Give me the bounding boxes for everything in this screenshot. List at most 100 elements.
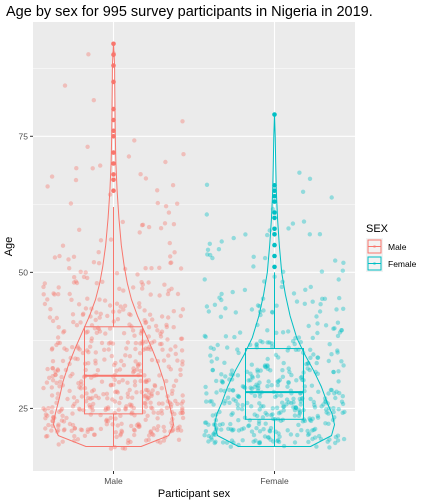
data-point-male (112, 362, 117, 368)
data-point-male (68, 374, 73, 379)
data-point-male (132, 383, 138, 388)
data-point-male (160, 347, 165, 352)
data-point-female (229, 427, 234, 432)
data-point-male (85, 429, 90, 434)
data-point-male (180, 407, 185, 413)
data-point-male (103, 331, 108, 336)
data-point-female (261, 427, 266, 432)
data-point-male (41, 406, 46, 411)
data-point-female (312, 405, 318, 410)
data-point-female (311, 427, 317, 433)
data-point-female (270, 310, 275, 315)
data-point-female (274, 303, 279, 308)
data-point-female (210, 413, 215, 418)
data-point-female (219, 427, 224, 432)
outlier-male (111, 172, 116, 177)
data-point-male (88, 344, 93, 349)
data-point-female (281, 360, 286, 366)
data-point-male (148, 400, 153, 405)
data-point-male (164, 322, 169, 328)
data-point-female (220, 421, 225, 427)
data-point-female (255, 303, 261, 308)
data-point-female (256, 419, 262, 424)
data-point-male (168, 367, 173, 372)
data-point-female (332, 326, 337, 331)
data-point-male (98, 426, 104, 432)
data-point-male (143, 320, 149, 325)
data-point-female (231, 397, 236, 402)
data-point-male (85, 329, 90, 334)
data-point-female (277, 434, 282, 439)
data-point-male (143, 339, 149, 344)
y-tick-label: 50 (19, 267, 29, 277)
data-point-male (168, 254, 173, 259)
data-point-female (268, 425, 274, 431)
data-point-female (307, 176, 313, 181)
data-point-female (218, 388, 224, 393)
data-point-female (300, 419, 306, 424)
data-point-male (93, 361, 98, 366)
data-point-female (212, 302, 218, 307)
data-point-female (312, 402, 317, 408)
data-point-female (249, 404, 254, 409)
data-point-male (74, 323, 80, 328)
data-point-female (258, 338, 263, 344)
data-point-female (315, 321, 320, 326)
data-point-male (166, 353, 171, 358)
data-point-female (285, 384, 290, 389)
data-point-male (53, 369, 58, 374)
data-point-female (288, 432, 294, 437)
data-point-female (297, 170, 302, 175)
data-point-female (202, 433, 207, 438)
y-axis-title: Age (3, 237, 15, 257)
data-point-male (134, 423, 140, 428)
data-point-male (94, 281, 100, 286)
data-point-female (315, 415, 321, 420)
data-point-female (265, 232, 270, 238)
outlier-male (111, 41, 116, 47)
data-point-male (90, 408, 95, 413)
data-point-female (336, 277, 341, 282)
data-point-female (236, 394, 242, 399)
data-point-female (251, 439, 256, 444)
data-point-female (265, 356, 270, 362)
data-point-female (239, 407, 245, 412)
data-point-male (59, 406, 65, 412)
data-point-female (235, 402, 240, 407)
data-point-male (55, 391, 61, 396)
data-point-male (72, 275, 77, 280)
data-point-male (67, 388, 72, 394)
data-point-male (46, 406, 51, 411)
data-point-female (309, 383, 315, 388)
data-point-male (178, 367, 183, 372)
data-point-female (339, 359, 344, 364)
data-point-female (326, 421, 331, 426)
data-point-male (64, 347, 69, 353)
data-point-female (222, 401, 227, 406)
data-point-male (53, 372, 58, 378)
data-point-female (335, 350, 340, 355)
data-point-male (70, 411, 75, 416)
data-point-male (128, 439, 133, 445)
data-point-male (121, 331, 127, 336)
data-point-male (130, 328, 136, 333)
data-point-male (59, 374, 64, 380)
data-point-male (175, 428, 180, 433)
data-point-male (61, 428, 67, 433)
data-point-female (292, 413, 298, 418)
data-point-male (77, 227, 82, 232)
data-point-female (257, 440, 262, 446)
data-point-male (71, 395, 77, 400)
data-point-female (260, 415, 266, 420)
data-point-female (248, 378, 253, 383)
data-point-male (45, 413, 50, 418)
data-point-female (313, 426, 318, 432)
data-point-male (92, 432, 97, 437)
data-point-male (86, 52, 91, 57)
data-point-male (145, 413, 150, 418)
data-point-male (83, 306, 89, 311)
data-point-male (117, 309, 122, 314)
data-point-female (276, 355, 281, 360)
data-point-female (296, 422, 301, 428)
data-point-male (88, 396, 93, 401)
